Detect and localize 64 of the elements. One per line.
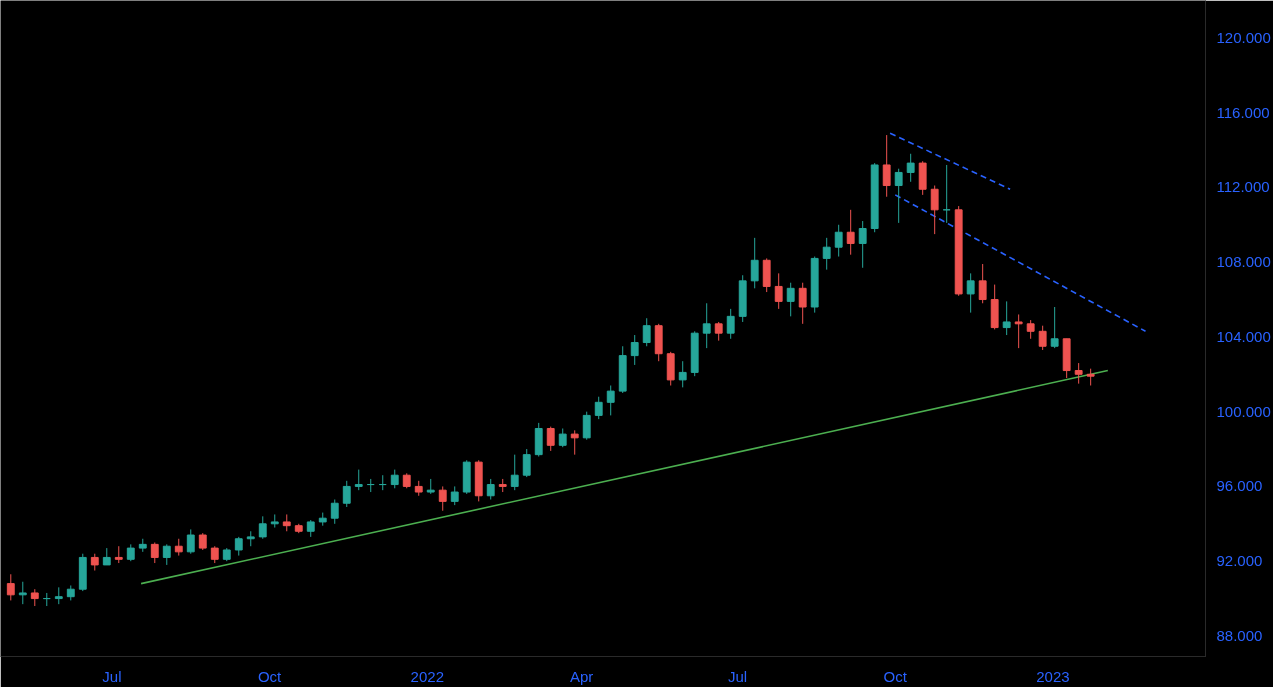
candlestick <box>390 469 399 489</box>
candlestick <box>342 480 351 508</box>
candlestick <box>354 469 363 491</box>
x-tick-label: 2023 <box>1036 667 1070 685</box>
candlestick <box>258 515 267 540</box>
candlestick <box>450 485 459 506</box>
candlestick <box>894 168 903 224</box>
candlestick <box>906 153 915 183</box>
y-tick-label: 92.000 <box>1216 552 1263 570</box>
x-tick-label: Jul <box>102 667 122 685</box>
candlestick <box>234 536 243 557</box>
y-tick-label: 108.000 <box>1216 253 1271 271</box>
x-tick-label: Apr <box>569 667 594 685</box>
y-tick-label: 100.000 <box>1216 402 1271 420</box>
candlestick <box>486 478 495 501</box>
candlestick <box>1002 300 1011 336</box>
candlestick <box>6 573 15 601</box>
y-tick-label: 88.000 <box>1216 626 1263 644</box>
candlestick <box>1074 362 1083 385</box>
candlestick <box>606 385 615 416</box>
candlestick <box>858 220 867 269</box>
candlestick <box>546 426 555 452</box>
x-tick-label: Oct <box>257 667 283 685</box>
candlestick <box>678 360 687 388</box>
candlestick <box>978 263 987 304</box>
candlestick <box>702 302 711 349</box>
candlestick <box>522 448 531 478</box>
y-tick-label: 112.000 <box>1216 178 1270 196</box>
x-tick-label: Jul <box>727 667 748 685</box>
candlestick <box>774 272 783 310</box>
candlestick <box>726 308 735 340</box>
candlestick <box>834 224 843 258</box>
candlestick <box>570 429 579 456</box>
x-tick-label: Oct <box>883 667 908 685</box>
candlestick <box>186 528 195 555</box>
y-tick-label: 96.000 <box>1216 477 1263 495</box>
candlestick <box>930 185 939 235</box>
candlestick <box>966 272 975 314</box>
candlestick <box>786 282 795 317</box>
candlestick <box>438 485 447 512</box>
candlestick <box>558 427 567 448</box>
candlestick <box>18 581 27 605</box>
candlestick <box>846 209 855 256</box>
y-tick-label: 120.000 <box>1216 28 1271 46</box>
candlestick <box>822 237 831 271</box>
candlestick <box>1014 313 1023 349</box>
candlestick <box>714 321 723 342</box>
candlestick <box>642 317 651 347</box>
candlestick <box>1038 325 1047 351</box>
candlestick <box>150 541 159 564</box>
candlestick <box>798 282 807 325</box>
candlestick <box>330 499 339 525</box>
y-tick-label: 116.000 <box>1216 103 1270 121</box>
candlestick <box>630 334 639 366</box>
candlestick <box>750 237 759 289</box>
candlestick <box>582 411 591 441</box>
candlestick <box>510 454 519 491</box>
candlestick <box>162 543 171 566</box>
candlestick <box>1026 319 1035 340</box>
candlestick <box>594 396 603 420</box>
candlestick <box>882 134 891 198</box>
x-tick-label: 2022 <box>410 667 444 685</box>
y-tick-label: 104.000 <box>1216 327 1271 345</box>
candlestick <box>1050 306 1059 349</box>
